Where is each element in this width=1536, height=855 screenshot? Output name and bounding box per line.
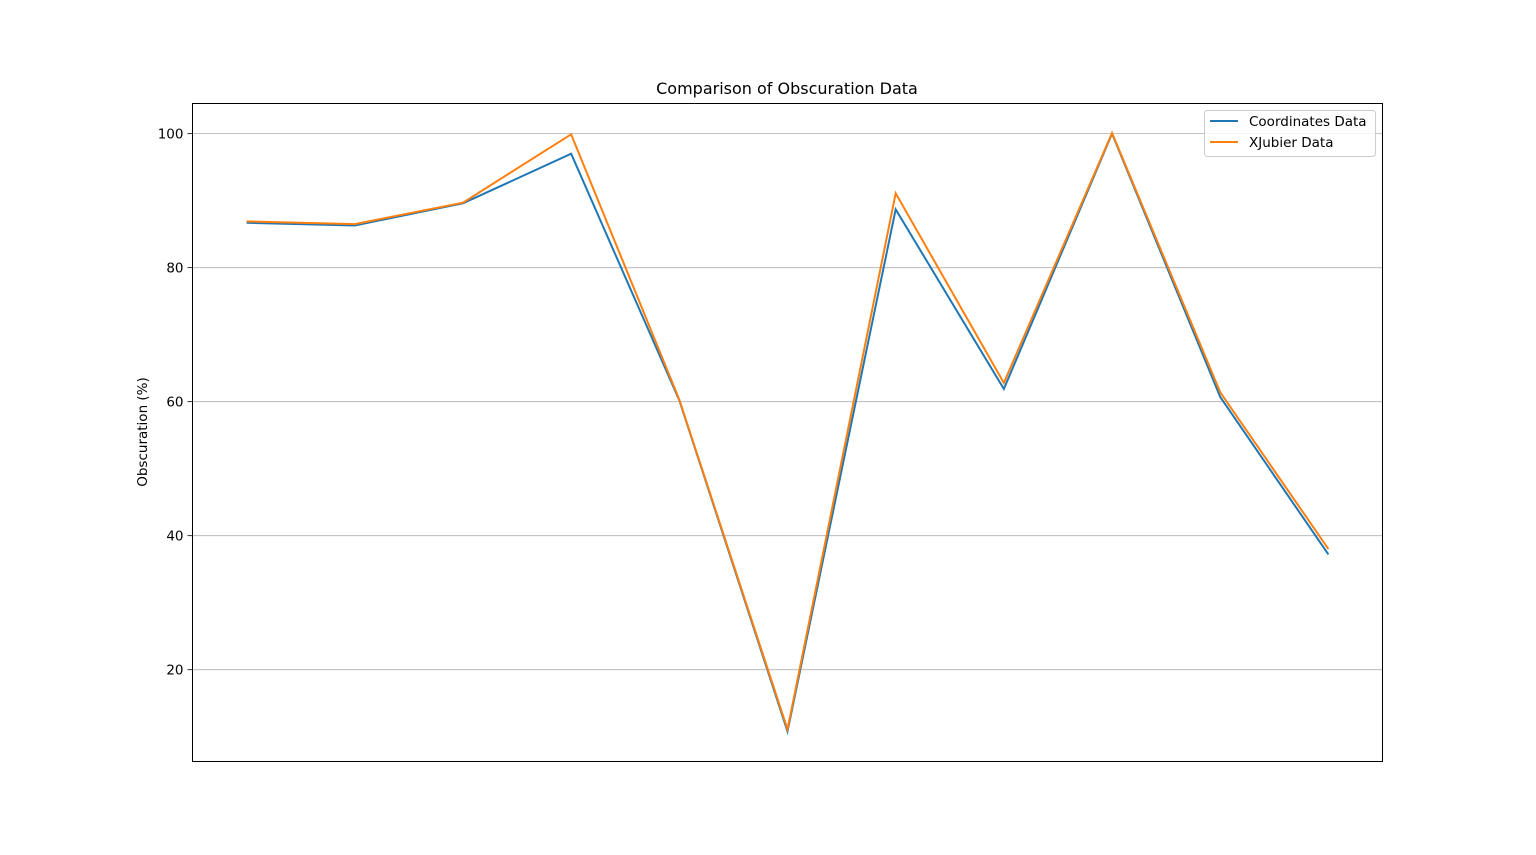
y-axis-ticks: 20 40 60 80 100 bbox=[158, 127, 193, 679]
y-tick-label: 100 bbox=[158, 127, 184, 143]
legend-label-xjubier: XJubier Data bbox=[1249, 135, 1334, 151]
y-tick-label: 40 bbox=[166, 529, 183, 545]
y-tick-label: 20 bbox=[166, 663, 183, 679]
y-axis-label: Obscuration (%) bbox=[135, 377, 151, 487]
series-line-coordinates bbox=[246, 131, 1330, 736]
series-line-xjubier bbox=[246, 130, 1330, 734]
legend-label-coordinates: Coordinates Data bbox=[1249, 114, 1367, 130]
plot-area-frame bbox=[192, 103, 1383, 762]
y-tick-label: 60 bbox=[166, 395, 183, 411]
legend: Coordinates Data XJubier Data bbox=[1204, 110, 1376, 157]
gridlines bbox=[192, 133, 1383, 671]
series-lines bbox=[246, 130, 1330, 736]
y-tick-label: 80 bbox=[166, 261, 183, 277]
chart-title: Comparison of Obscuration Data bbox=[656, 79, 918, 98]
legend-box bbox=[1204, 110, 1376, 157]
